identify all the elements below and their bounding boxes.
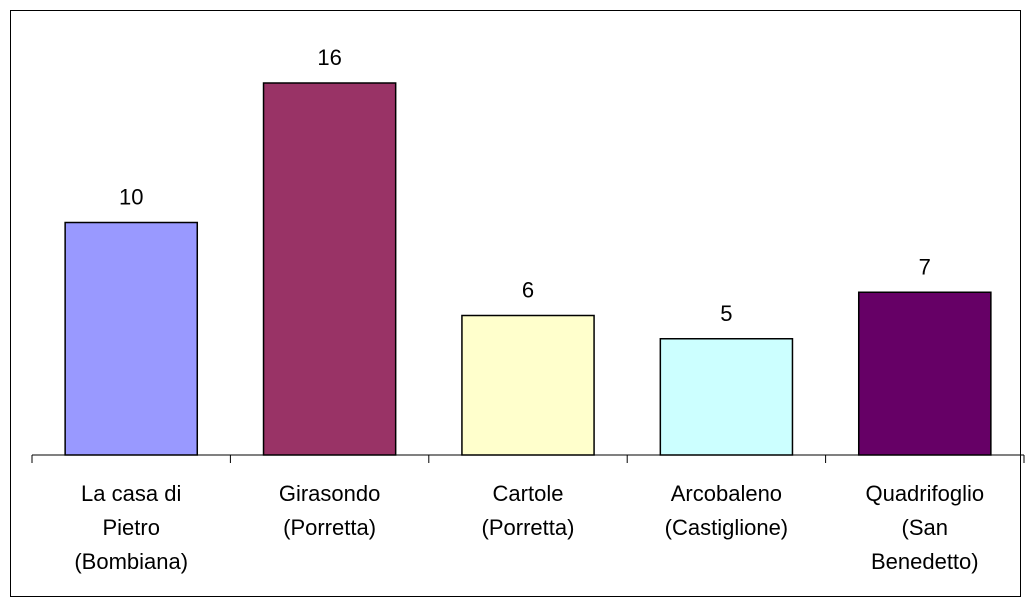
data-label: 10 xyxy=(119,185,143,210)
data-label: 16 xyxy=(317,45,341,70)
bar xyxy=(659,338,794,456)
bar xyxy=(64,221,199,456)
x-tick-label: Cartole (Porretta) xyxy=(482,481,575,540)
data-label: 6 xyxy=(522,278,534,303)
x-tick-label: Quadrifoglio (San Benedetto) xyxy=(865,481,984,574)
bar xyxy=(262,82,397,456)
bar xyxy=(461,314,595,456)
bar xyxy=(857,291,992,456)
x-tick-label: La casa di Pietro (Bombiana) xyxy=(74,481,188,574)
data-label: 5 xyxy=(720,301,732,326)
data-label: 7 xyxy=(919,254,931,279)
x-tick-label: Arcobaleno (Castiglione) xyxy=(665,481,789,540)
x-tick-label: Girasondo (Porretta) xyxy=(279,481,381,540)
